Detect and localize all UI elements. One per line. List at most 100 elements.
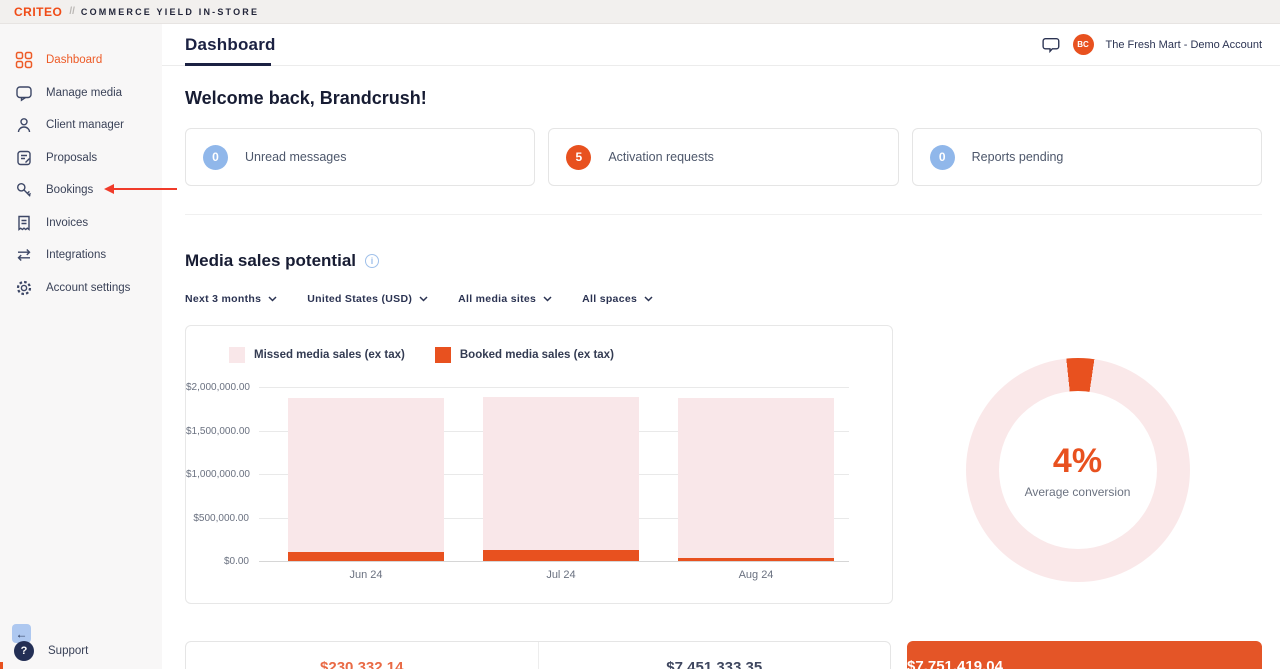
main-area: Dashboard BC The Fresh Mart - Demo Accou… (162, 24, 1280, 669)
count-badge: 0 (203, 144, 228, 170)
sidebar-item-account-settings[interactable]: Account settings (0, 272, 162, 305)
chart-filters: Next 3 months United States (USD) All me… (185, 293, 1262, 305)
stat-card-unread-messages[interactable]: 0 Unread messages (185, 128, 536, 186)
chat-bubble-icon[interactable] (1041, 35, 1061, 55)
filter-spaces[interactable]: All spaces (582, 293, 653, 305)
summary-card-total: $7,751,419.04 (907, 641, 1262, 669)
sidebar-item-client-manager[interactable]: Client manager (0, 109, 162, 142)
stat-label: Unread messages (245, 150, 347, 164)
media-bubble-icon (16, 86, 32, 102)
dashboard-grid-icon (15, 52, 33, 69)
stat-card-reports-pending[interactable]: 0 Reports pending (911, 128, 1262, 186)
person-icon (17, 118, 31, 133)
bar-plot: Jun 24 Jul 24 Aug 24 (259, 387, 849, 581)
y-axis-tick-label: $0.00 (223, 556, 249, 567)
bar-group-jul-24 (483, 397, 639, 561)
filter-label: All media sites (458, 293, 537, 305)
logo-separator: // (69, 6, 75, 17)
integrations-arrows-icon (17, 249, 31, 262)
key-icon (17, 183, 32, 197)
x-axis-tick-label: Aug 24 (738, 569, 774, 581)
summary-value: $230,332.14 (320, 659, 404, 669)
filter-date-range[interactable]: Next 3 months (185, 293, 277, 305)
legend-swatch (229, 347, 245, 363)
stat-card-activation-requests[interactable]: 5 Activation requests (548, 128, 899, 186)
legend-label: Missed media sales (ex tax) (254, 349, 405, 361)
section-divider (185, 214, 1262, 215)
info-icon[interactable]: i (365, 254, 379, 268)
y-axis-tick-label: $500,000.00 (193, 512, 249, 524)
sidebar-item-dashboard[interactable]: Dashboard (0, 44, 162, 77)
gridline (259, 387, 849, 388)
main-header: Dashboard BC The Fresh Mart - Demo Accou… (162, 24, 1280, 66)
sidebar-item-bookings[interactable]: Bookings (0, 174, 162, 207)
bar-booked-sales (678, 558, 834, 561)
account-name[interactable]: The Fresh Mart - Demo Account (1105, 38, 1263, 51)
top-brand-bar: CRITEO // COMMERCE YIELD IN-STORE (0, 0, 1280, 24)
support-button[interactable]: ? Support (14, 641, 88, 661)
back-arrow-icon: ← (15, 626, 28, 641)
filter-currency[interactable]: United States (USD) (307, 293, 428, 305)
bar-booked-sales (288, 552, 444, 561)
sidebar-item-label: Invoices (46, 216, 89, 229)
page-title: Dashboard (185, 34, 276, 54)
collapse-sidebar-button[interactable]: ← (12, 624, 31, 643)
media-sales-title: Media sales potential (185, 251, 356, 270)
conversion-donut: 4% Average conversion (965, 358, 1190, 582)
active-tab-indicator (185, 63, 271, 66)
support-label: Support (48, 645, 89, 657)
stat-label: Activation requests (608, 150, 714, 164)
cut-off-orange-element (0, 662, 3, 669)
sidebar-item-label: Proposals (46, 151, 98, 164)
account-avatar[interactable]: BC (1072, 34, 1094, 55)
conversion-label: Average conversion (1024, 484, 1131, 499)
sidebar-item-invoices[interactable]: Invoices (0, 207, 162, 240)
sidebar-item-label: Dashboard (46, 54, 103, 67)
gridline (259, 561, 849, 562)
sidebar-item-label: Client manager (46, 119, 124, 132)
bar-booked-sales (483, 549, 639, 561)
sidebar-item-label: Account settings (46, 281, 131, 294)
conversion-value: 4% (1052, 441, 1103, 480)
sidebar-item-label: Integrations (46, 249, 107, 262)
legend-item: Missed media sales (ex tax) (229, 347, 405, 363)
criteo-logo: CRITEO (14, 4, 63, 19)
legend-swatch (434, 347, 451, 363)
summary-card-left: $230,332.14 $7,451,333.35 (185, 641, 891, 669)
filter-label: United States (USD) (307, 293, 413, 305)
filter-media-sites[interactable]: All media sites (458, 293, 552, 305)
y-axis-tick-label: $1,500,000.00 (186, 425, 250, 437)
sidebar: Dashboard Manage media Client manager Pr… (0, 24, 177, 669)
bar-group-aug-24 (678, 397, 834, 561)
bar-missed-sales (678, 397, 834, 559)
chevron-down-icon (644, 296, 653, 302)
count-badge: 5 (566, 144, 592, 170)
chevron-down-icon (268, 296, 277, 302)
sidebar-item-manage-media[interactable]: Manage media (0, 77, 162, 110)
bar-group-jun-24 (288, 397, 444, 561)
donut-chart-area: 4% Average conversion (893, 325, 1262, 604)
x-axis-tick-label: Jul 24 (546, 569, 576, 581)
bar-chart-card: Missed media sales (ex tax) Booked media … (185, 325, 893, 604)
legend-item: Booked media sales (ex tax) (434, 347, 614, 363)
chevron-down-icon (543, 296, 552, 302)
annotation-arrow-bookings (104, 184, 177, 194)
proposal-note-icon (17, 150, 31, 165)
y-axis-tick-label: $2,000,000.00 (186, 382, 250, 393)
stat-cards-row: 0 Unread messages 5 Activation requests … (185, 128, 1262, 186)
welcome-heading: Welcome back, Brandcrush! (185, 88, 427, 108)
filter-label: Next 3 months (185, 293, 262, 305)
gear-icon (16, 280, 32, 295)
chevron-down-icon (419, 296, 428, 302)
product-name: COMMERCE YIELD IN-STORE (80, 6, 260, 17)
sidebar-nav: Dashboard Manage media Client manager Pr… (0, 24, 162, 304)
stat-label: Reports pending (971, 150, 1064, 164)
x-axis-tick-label: Jun 24 (349, 569, 383, 581)
sidebar-item-proposals[interactable]: Proposals (0, 142, 162, 175)
sidebar-item-integrations[interactable]: Integrations (0, 239, 162, 272)
bar-missed-sales (483, 397, 639, 550)
bar-missed-sales (288, 397, 444, 553)
summary-cards-row: $230,332.14 $7,451,333.35 $7,751,419.04 (185, 641, 1262, 669)
chart-legend: Missed media sales (ex tax) Booked media … (229, 347, 614, 363)
legend-label: Booked media sales (ex tax) (459, 349, 614, 361)
